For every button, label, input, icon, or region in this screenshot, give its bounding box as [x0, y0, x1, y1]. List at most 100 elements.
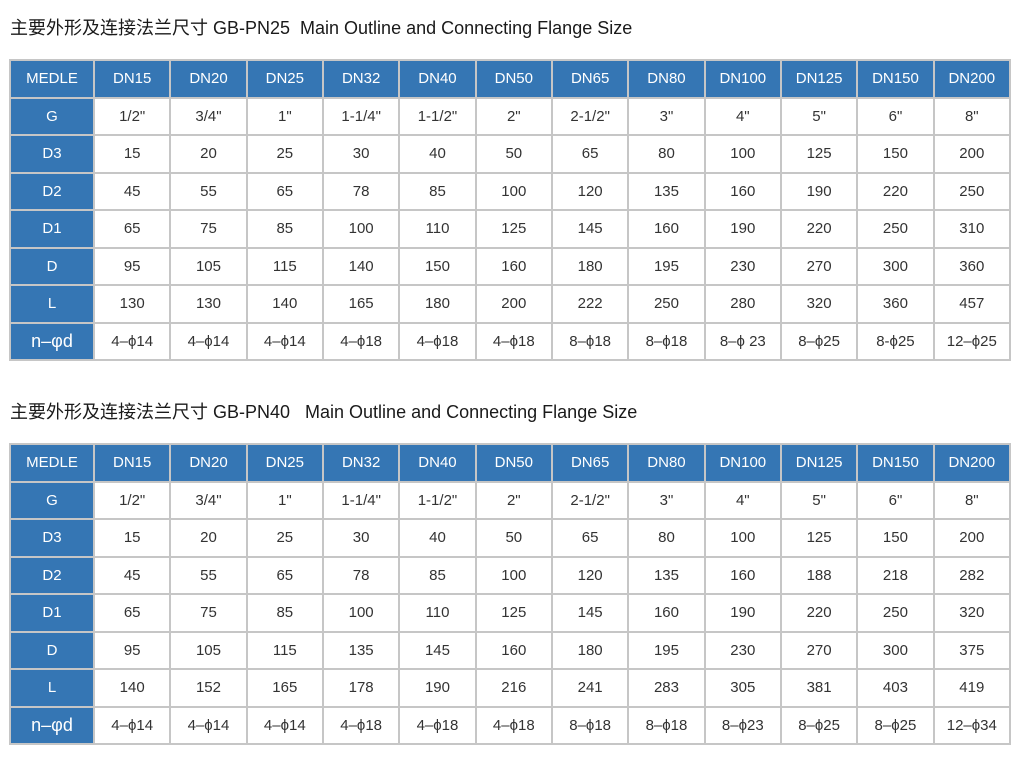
spec-cell: 220	[856, 171, 935, 211]
spec-cell: 320	[932, 593, 1012, 633]
spec-cell: 125	[474, 593, 553, 633]
spec-cell: 8–ϕ18	[550, 321, 630, 361]
spec-cell: 65	[92, 209, 172, 249]
spec-cell: 95	[92, 630, 172, 670]
spec-cell: 8–ϕ18	[627, 705, 706, 745]
spec-cell: 85	[245, 593, 324, 633]
spec-cell: 4–ϕ14	[92, 321, 172, 361]
column-header: DN15	[92, 59, 172, 99]
spec-cell: 305	[703, 668, 782, 708]
table-row: D2 45 55 65 78 85 100 120 135 160 188 218 282	[9, 555, 1012, 595]
spec-cell: 3/4"	[169, 96, 248, 136]
table-row: G 1/2" 3/4" 1" 1-1/4" 1-1/2" 2" 2-1/2" 3" 4" 5" 6" 8…	[9, 96, 1012, 136]
spec-cell: 4"	[703, 480, 782, 520]
spec-cell: 283	[627, 668, 706, 708]
spec-cell: 75	[169, 209, 248, 249]
spec-cell: 135	[627, 171, 706, 211]
spec-cell: 145	[398, 630, 477, 670]
spec-cell: 140	[321, 246, 401, 286]
spec-cell: 195	[627, 246, 706, 286]
spec-cell: 100	[703, 134, 782, 174]
spec-cell: 6"	[856, 96, 935, 136]
column-header: DN125	[779, 443, 859, 483]
table-row: G 1/2" 3/4" 1" 1-1/4" 1-1/2" 2" 2-1/2" 3" 4" 5" 6" 8…	[9, 480, 1012, 520]
spec-cell: 160	[627, 209, 706, 249]
spec-cell: 8–ϕ25	[779, 321, 859, 361]
section-gb-pn40: 主要外形及连接法兰尺寸 GB-PN40 Main Outline and Con…	[9, 398, 1012, 745]
column-header: DN200	[932, 443, 1012, 483]
spec-cell: 1/2"	[92, 96, 172, 136]
spec-cell: 150	[856, 134, 935, 174]
spec-cell: 8–ϕ18	[627, 321, 706, 361]
spec-cell: 150	[856, 518, 935, 558]
spec-cell: 250	[856, 209, 935, 249]
spec-cell: 5"	[779, 96, 859, 136]
spec-cell: 140	[92, 668, 172, 708]
row-label: D	[9, 246, 95, 286]
spec-cell: 100	[321, 209, 401, 249]
spec-cell: 8"	[932, 480, 1012, 520]
spec-cell: 190	[779, 171, 859, 211]
spec-cell: 230	[703, 246, 782, 286]
spec-cell: 320	[779, 284, 859, 324]
spec-cell: 160	[474, 246, 553, 286]
spec-cell: 8-ϕ25	[856, 321, 935, 361]
section-gb-pn25: 主要外形及连接法兰尺寸 GB-PN25 Main Outline and Con…	[9, 14, 1012, 361]
spec-cell: 282	[932, 555, 1012, 595]
spec-cell: 190	[703, 209, 782, 249]
spec-cell: 200	[474, 284, 553, 324]
spec-cell: 145	[550, 593, 630, 633]
spec-cell: 110	[398, 209, 477, 249]
column-header: DN40	[398, 443, 477, 483]
spec-cell: 40	[398, 518, 477, 558]
spec-cell: 403	[856, 668, 935, 708]
spec-cell: 2-1/2"	[550, 480, 630, 520]
spec-cell: 220	[779, 209, 859, 249]
spec-cell: 4–ϕ18	[321, 321, 401, 361]
spec-cell: 4–ϕ14	[169, 705, 248, 745]
table-row: D3 15 20 25 30 40 50 65 80 100 125 150 200	[9, 518, 1012, 558]
spec-cell: 160	[474, 630, 553, 670]
spec-cell: 125	[779, 518, 859, 558]
spec-cell: 4–ϕ14	[169, 321, 248, 361]
spec-cell: 130	[92, 284, 172, 324]
table-row: n–φd 4–ϕ14 4–ϕ14 4–ϕ14 4–ϕ18 4–ϕ18 4–ϕ18 8–ϕ18 8…	[9, 321, 1012, 361]
spec-cell: 1-1/2"	[398, 480, 477, 520]
row-label: n–φd	[9, 321, 95, 361]
spec-cell: 40	[398, 134, 477, 174]
spec-cell: 195	[627, 630, 706, 670]
row-label: D3	[9, 134, 95, 174]
table-row: D3 15 20 25 30 40 50 65 80 100 125 150 200	[9, 134, 1012, 174]
spec-cell: 160	[703, 555, 782, 595]
spec-cell: 135	[627, 555, 706, 595]
row-label: L	[9, 284, 95, 324]
spec-cell: 100	[474, 171, 553, 211]
spec-cell: 12–ϕ34	[932, 705, 1012, 745]
spec-cell: 65	[92, 593, 172, 633]
spec-cell: 1"	[245, 96, 324, 136]
section-title-gb-pn25: 主要外形及连接法兰尺寸 GB-PN25 Main Outline and Con…	[10, 18, 633, 38]
column-header: DN25	[245, 59, 324, 99]
column-header: DN32	[321, 59, 401, 99]
spec-cell: 20	[169, 518, 248, 558]
spec-cell: 2"	[474, 96, 553, 136]
spec-cell: 4–ϕ18	[398, 321, 477, 361]
spec-cell: 220	[779, 593, 859, 633]
spec-cell: 360	[856, 284, 935, 324]
row-label: n–φd	[9, 705, 95, 745]
spec-cell: 165	[245, 668, 324, 708]
spec-cell: 4–ϕ14	[245, 321, 324, 361]
spec-cell: 6"	[856, 480, 935, 520]
spec-cell: 1-1/4"	[321, 96, 401, 136]
spec-cell: 457	[932, 284, 1012, 324]
spec-cell: 65	[245, 171, 324, 211]
spec-cell: 250	[932, 171, 1012, 211]
spec-cell: 190	[703, 593, 782, 633]
spec-cell: 20	[169, 134, 248, 174]
spec-cell: 45	[92, 171, 172, 211]
flange-size-table-gb-pn40: MEDLE DN15 DN20 DN25 DN32 DN40 DN50 DN65 DN80 DN1…	[9, 443, 1012, 745]
column-header: DN125	[779, 59, 859, 99]
spec-cell: 55	[169, 171, 248, 211]
column-header: MEDLE	[9, 59, 95, 99]
